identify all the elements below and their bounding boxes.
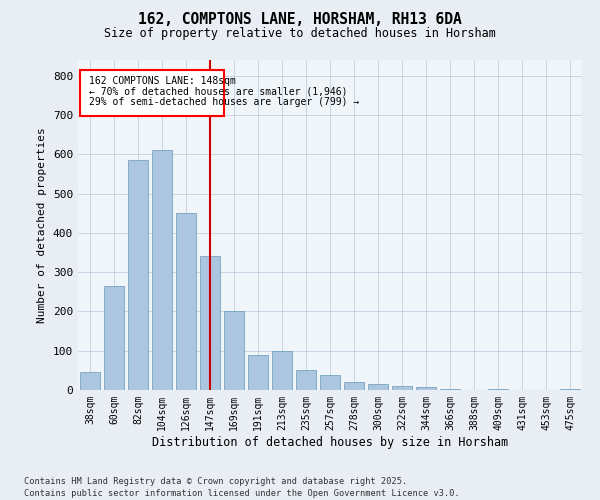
Bar: [152, 150, 172, 390]
Text: 162 COMPTONS LANE: 148sqm: 162 COMPTONS LANE: 148sqm: [89, 76, 236, 86]
X-axis label: Distribution of detached houses by size in Horsham: Distribution of detached houses by size …: [152, 436, 508, 448]
Text: 29% of semi-detached houses are larger (799) →: 29% of semi-detached houses are larger (…: [89, 97, 359, 107]
Bar: [440, 389, 460, 390]
Bar: [344, 382, 364, 390]
Bar: [320, 375, 340, 390]
Bar: [296, 370, 316, 390]
Text: Contains HM Land Registry data © Crown copyright and database right 2025.: Contains HM Land Registry data © Crown c…: [24, 477, 407, 486]
Text: ← 70% of detached houses are smaller (1,946): ← 70% of detached houses are smaller (1,…: [89, 86, 347, 97]
Bar: [560, 389, 580, 390]
Bar: [80, 372, 100, 390]
Bar: [272, 350, 292, 390]
Bar: [392, 386, 412, 390]
Bar: [368, 384, 388, 390]
Text: 162, COMPTONS LANE, HORSHAM, RH13 6DA: 162, COMPTONS LANE, HORSHAM, RH13 6DA: [138, 12, 462, 28]
Text: Contains public sector information licensed under the Open Government Licence v3: Contains public sector information licen…: [24, 488, 460, 498]
FancyBboxPatch shape: [80, 70, 224, 116]
Bar: [248, 354, 268, 390]
Y-axis label: Number of detached properties: Number of detached properties: [37, 127, 47, 323]
Text: Size of property relative to detached houses in Horsham: Size of property relative to detached ho…: [104, 28, 496, 40]
Bar: [104, 286, 124, 390]
Bar: [224, 312, 244, 390]
Bar: [416, 387, 436, 390]
Bar: [176, 213, 196, 390]
Bar: [128, 160, 148, 390]
Bar: [488, 389, 508, 390]
Bar: [200, 256, 220, 390]
